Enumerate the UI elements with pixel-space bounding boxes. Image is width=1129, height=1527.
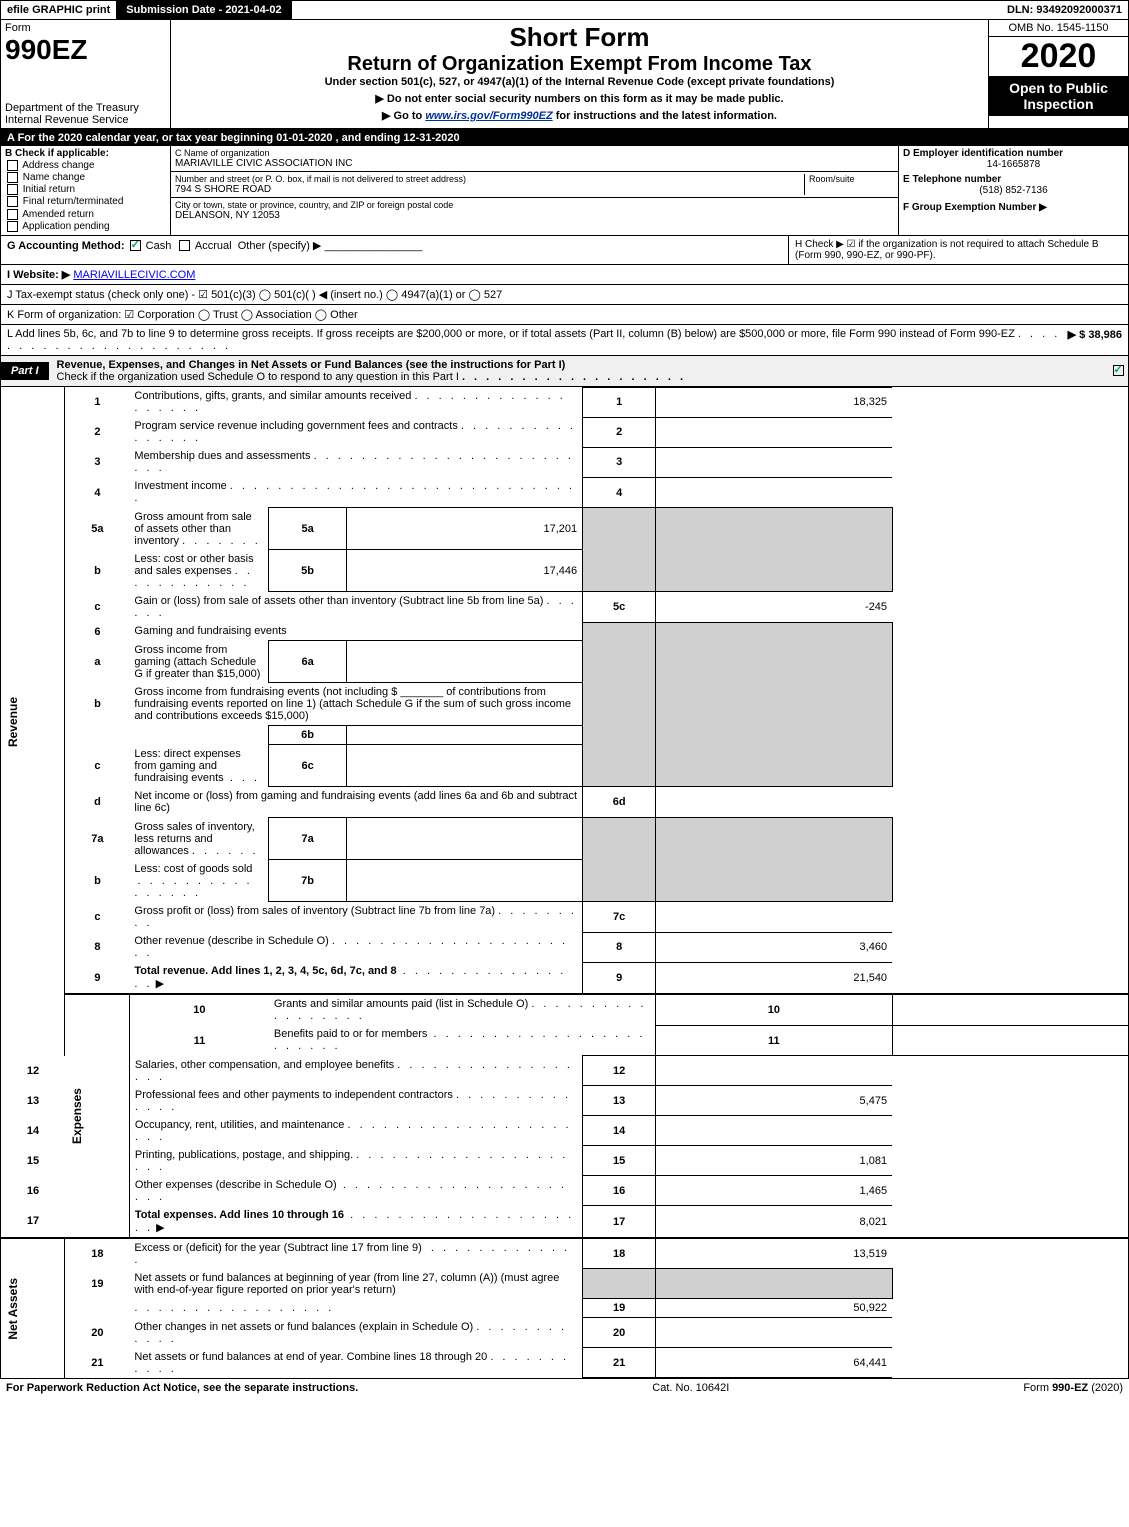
city-label: City or town, state or province, country… [175, 200, 894, 210]
section-h: H Check ▶ ☑ if the organization is not r… [788, 236, 1128, 264]
netassets-rotlabel: Net Assets [6, 1278, 20, 1340]
page-footer: For Paperwork Reduction Act Notice, see … [0, 1378, 1129, 1397]
line7c-val [656, 902, 892, 933]
e-label: E Telephone number [903, 174, 1124, 185]
city-state-zip: DELANSON, NY 12053 [175, 210, 894, 221]
bullet-ssn: ▶ Do not enter social security numbers o… [175, 92, 984, 105]
section-i: I Website: ▶ MARIAVILLECIVIC.COM [0, 265, 1129, 285]
dln: DLN: 93492092000371 [1001, 2, 1128, 18]
room-label: Room/suite [809, 174, 894, 184]
line17-val: 8,021 [656, 1206, 892, 1238]
c-label: C Name of organization [175, 148, 894, 158]
line6b-val [346, 726, 582, 745]
omb-number: OMB No. 1545-1150 [989, 20, 1128, 37]
section-k: K Form of organization: ☑ Corporation ◯ … [0, 305, 1129, 325]
cat-no: Cat. No. 10642I [652, 1382, 729, 1394]
line5c-val: -245 [656, 592, 892, 623]
line20-val [656, 1318, 892, 1348]
section-b: B Check if applicable: Address change Na… [1, 146, 171, 235]
irs-link[interactable]: www.irs.gov/Form990EZ [425, 110, 552, 122]
line14-val [656, 1116, 892, 1146]
section-l: L Add lines 5b, 6c, and 7b to line 9 to … [0, 325, 1129, 356]
line2-val [656, 417, 892, 447]
telephone: (518) 852-7136 [903, 185, 1124, 196]
line5b-val: 17,446 [346, 550, 582, 592]
section-g: G Accounting Method: Cash Accrual Other … [1, 236, 788, 264]
f-label: F Group Exemption Number ▶ [903, 202, 1124, 213]
revenue-rotlabel: Revenue [6, 697, 20, 747]
line19-val: 50,922 [656, 1299, 892, 1318]
addr-label: Number and street (or P. O. box, if mail… [175, 174, 804, 184]
part1-header: Part I Revenue, Expenses, and Changes in… [0, 356, 1129, 387]
line6c-val [346, 745, 582, 787]
website-link[interactable]: MARIAVILLECIVIC.COM [73, 269, 195, 281]
line6d-val [656, 787, 892, 818]
part1-label: Part I [1, 362, 49, 380]
line7b-val [346, 860, 582, 902]
form-word: Form [5, 22, 166, 34]
under-section: Under section 501(c), 527, or 4947(a)(1)… [175, 76, 984, 88]
line12-val [656, 1056, 892, 1086]
irs-label: Internal Revenue Service [5, 114, 166, 126]
line11-val [892, 1025, 1128, 1056]
form-number: 990EZ [5, 34, 166, 66]
part1-title: Revenue, Expenses, and Changes in Net As… [49, 356, 1108, 386]
line16-val: 1,465 [656, 1176, 892, 1206]
org-name: MARIAVILLE CIVIC ASSOCIATION INC [175, 158, 894, 169]
section-j: J Tax-exempt status (check only one) - ☑… [0, 285, 1129, 305]
entity-block: B Check if applicable: Address change Na… [0, 146, 1129, 236]
line4-val [656, 477, 892, 508]
opt-name[interactable]: Name change [5, 172, 166, 183]
ein: 14-1665878 [903, 159, 1124, 170]
line9-val: 21,540 [656, 962, 892, 994]
form-header: Form 990EZ Department of the Treasury In… [0, 20, 1129, 130]
section-c: C Name of organization MARIAVILLE CIVIC … [171, 146, 898, 235]
bullet-goto: ▶ Go to www.irs.gov/Form990EZ for instru… [175, 109, 984, 122]
opt-final[interactable]: Final return/terminated [5, 196, 166, 207]
l-text: L Add lines 5b, 6c, and 7b to line 9 to … [7, 328, 1068, 352]
gh-block: G Accounting Method: Cash Accrual Other … [0, 236, 1129, 265]
efile-label[interactable]: efile GRAPHIC print [1, 2, 116, 18]
opt-amended[interactable]: Amended return [5, 209, 166, 220]
submission-date: Submission Date - 2021-04-02 [116, 1, 291, 19]
line6a-val [346, 641, 582, 683]
line5a-val: 17,201 [346, 508, 582, 550]
return-title: Return of Organization Exempt From Incom… [175, 53, 984, 76]
opt-pending[interactable]: Application pending [5, 221, 166, 232]
line10-val [892, 994, 1128, 1025]
gross-receipts: ▶ $ 38,986 [1068, 328, 1122, 352]
expenses-rotlabel: Expenses [70, 1088, 84, 1144]
dept-label: Department of the Treasury [5, 102, 166, 114]
line19-desc: Net assets or fund balances at beginning… [129, 1269, 582, 1299]
short-form-title: Short Form [175, 22, 984, 53]
opt-address[interactable]: Address change [5, 160, 166, 171]
line18-val: 13,519 [656, 1238, 892, 1269]
part1-check[interactable] [1113, 365, 1124, 376]
line-a: A For the 2020 calendar year, or tax yea… [0, 130, 1129, 146]
line8-val: 3,460 [656, 932, 892, 962]
section-def: D Employer identification number 14-1665… [898, 146, 1128, 235]
line15-val: 1,081 [656, 1146, 892, 1176]
opt-initial[interactable]: Initial return [5, 184, 166, 195]
line3-val [656, 447, 892, 477]
line6b-desc: Gross income from fundraising events (no… [129, 683, 582, 726]
line1-val: 18,325 [656, 387, 892, 417]
line13-val: 5,475 [656, 1086, 892, 1116]
street-address: 794 S SHORE ROAD [175, 184, 804, 195]
line21-val: 64,441 [656, 1348, 892, 1378]
paperwork-notice: For Paperwork Reduction Act Notice, see … [6, 1382, 358, 1394]
part1-table: Revenue 1 Contributions, gifts, grants, … [0, 387, 1129, 1379]
top-bar: efile GRAPHIC print Submission Date - 20… [0, 0, 1129, 20]
tax-year: 2020 [989, 37, 1128, 76]
line7a-val [346, 818, 582, 860]
open-public: Open to Public Inspection [989, 76, 1128, 116]
accrual-check[interactable] [179, 240, 190, 251]
cash-check[interactable] [130, 240, 141, 251]
form-footer: Form 990-EZ (2020) [1023, 1382, 1123, 1394]
d-label: D Employer identification number [903, 148, 1124, 159]
b-title: B Check if applicable: [5, 148, 166, 159]
